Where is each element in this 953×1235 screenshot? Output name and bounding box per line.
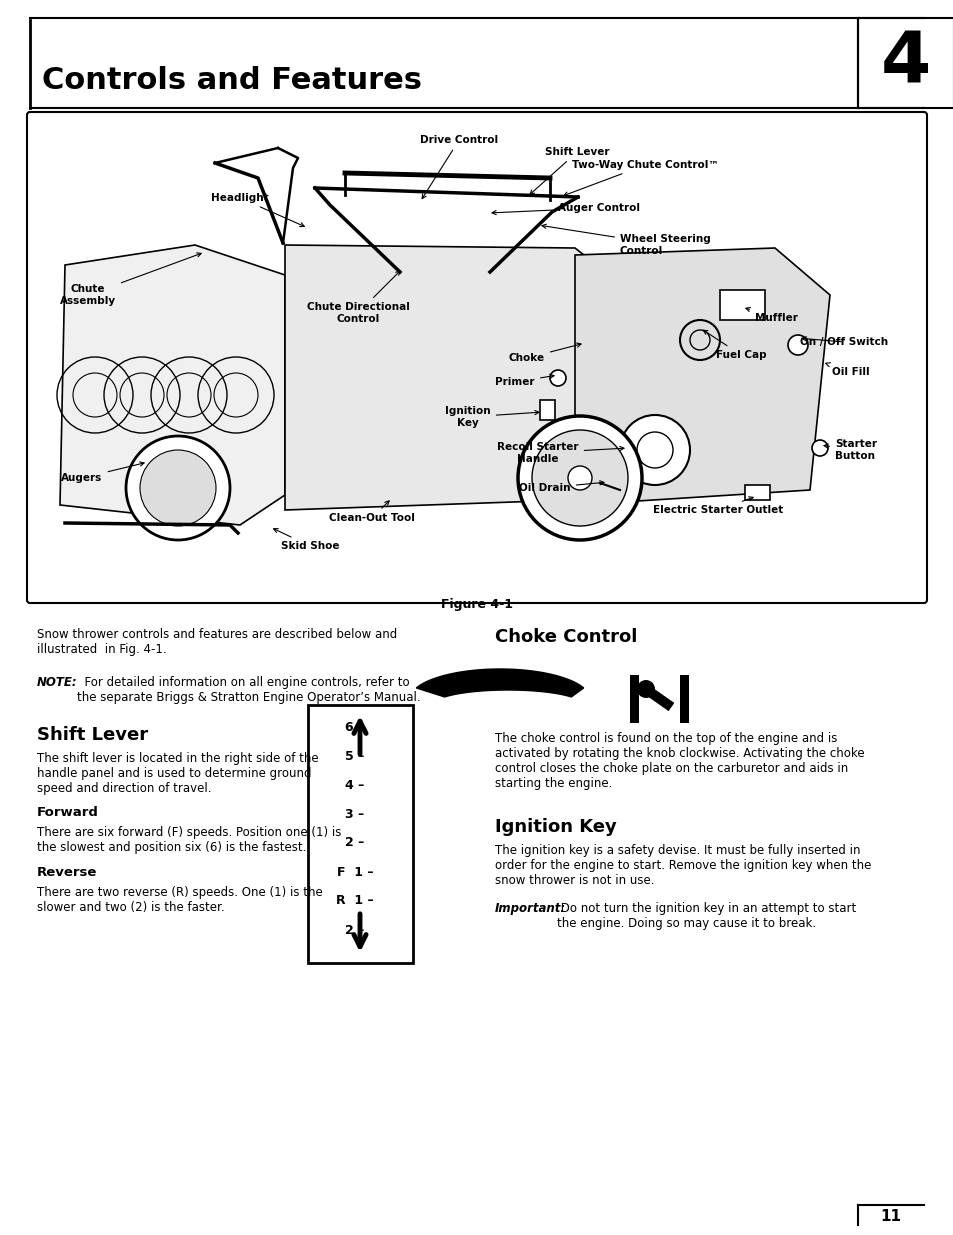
Text: For detailed information on all engine controls, refer to
the separate Briggs & : For detailed information on all engine c… <box>77 676 420 704</box>
Text: Muffler: Muffler <box>745 308 797 324</box>
Circle shape <box>811 440 827 456</box>
Bar <box>857 19 953 107</box>
Text: The shift lever is located in the right side of the
handle panel and is used to : The shift lever is located in the right … <box>37 752 318 795</box>
Text: There are six forward (F) speeds. Position one (1) is
the slowest and position s: There are six forward (F) speeds. Positi… <box>37 826 341 853</box>
Text: 6 –: 6 – <box>345 720 364 734</box>
Text: Shift Lever: Shift Lever <box>37 726 148 743</box>
Text: Two-Way Chute Control™: Two-Way Chute Control™ <box>563 161 718 196</box>
Text: Recoil Starter
Handle: Recoil Starter Handle <box>497 442 623 464</box>
Text: The ignition key is a safety devise. It must be fully inserted in
order for the : The ignition key is a safety devise. It … <box>495 844 870 887</box>
Text: Important:: Important: <box>495 902 565 915</box>
Text: Auger Control: Auger Control <box>492 203 639 215</box>
Text: Oil Drain: Oil Drain <box>518 480 603 493</box>
Text: Shift Lever: Shift Lever <box>530 147 609 194</box>
Circle shape <box>140 450 215 526</box>
Text: The choke control is found on the top of the engine and is
activated by rotating: The choke control is found on the top of… <box>495 732 863 790</box>
Text: Controls and Features: Controls and Features <box>42 65 421 95</box>
Text: Wheel Steering
Control: Wheel Steering Control <box>541 225 710 256</box>
Polygon shape <box>645 687 674 711</box>
Text: Ignition Key: Ignition Key <box>495 818 616 836</box>
Text: Headlight: Headlight <box>211 193 304 226</box>
Text: F  1 –: F 1 – <box>336 866 373 878</box>
Circle shape <box>550 370 565 387</box>
Text: Figure 4-1: Figure 4-1 <box>440 598 513 611</box>
Text: R  1 –: R 1 – <box>335 894 374 908</box>
Text: 11: 11 <box>880 1209 901 1224</box>
Text: Snow thrower controls and features are described below and
illustrated  in Fig. : Snow thrower controls and features are d… <box>37 629 396 656</box>
Text: On / Off Switch: On / Off Switch <box>800 337 887 347</box>
Circle shape <box>532 430 627 526</box>
Text: Choke Control: Choke Control <box>495 629 637 646</box>
Text: 2 –: 2 – <box>345 924 364 936</box>
Bar <box>539 400 555 420</box>
Bar <box>720 290 764 320</box>
Text: Forward: Forward <box>37 806 99 819</box>
Text: Oil Fill: Oil Fill <box>825 363 869 377</box>
Text: Reverse: Reverse <box>37 866 97 879</box>
Circle shape <box>637 680 655 698</box>
Text: Choke: Choke <box>508 343 580 363</box>
Polygon shape <box>416 669 583 697</box>
Text: 4 –: 4 – <box>345 778 364 792</box>
Text: Ignition
Key: Ignition Key <box>445 406 538 427</box>
Polygon shape <box>285 245 635 510</box>
Bar <box>744 485 769 500</box>
Bar <box>308 705 413 963</box>
Text: Chute Directional
Control: Chute Directional Control <box>306 270 409 324</box>
Polygon shape <box>60 245 285 525</box>
Circle shape <box>126 436 230 540</box>
Text: Primer: Primer <box>495 374 554 387</box>
Text: Augers: Augers <box>61 462 144 483</box>
Bar <box>629 676 639 722</box>
Text: NOTE:: NOTE: <box>37 676 77 689</box>
Text: Fuel Cap: Fuel Cap <box>702 330 766 359</box>
Circle shape <box>517 416 641 540</box>
Text: 5 –: 5 – <box>345 750 364 762</box>
Text: Clean-Out Tool: Clean-Out Tool <box>329 501 415 522</box>
Bar <box>679 676 688 722</box>
Text: Drive Control: Drive Control <box>419 135 497 199</box>
Text: Skid Shoe: Skid Shoe <box>274 529 339 551</box>
Circle shape <box>787 335 807 354</box>
Text: 2 –: 2 – <box>345 836 364 850</box>
Text: There are two reverse (R) speeds. One (1) is the
slower and two (2) is the faste: There are two reverse (R) speeds. One (1… <box>37 885 322 914</box>
Text: 3 –: 3 – <box>345 808 364 820</box>
FancyBboxPatch shape <box>27 112 926 603</box>
Circle shape <box>619 415 689 485</box>
Text: Chute
Assembly: Chute Assembly <box>60 253 201 306</box>
Text: Starter
Button: Starter Button <box>823 440 876 461</box>
Polygon shape <box>575 248 829 505</box>
Text: Do not turn the ignition key in an attempt to start
the engine. Doing so may cau: Do not turn the ignition key in an attem… <box>557 902 856 930</box>
Text: 4: 4 <box>880 28 930 98</box>
Circle shape <box>567 466 592 490</box>
Text: Electric Starter Outlet: Electric Starter Outlet <box>652 496 782 515</box>
